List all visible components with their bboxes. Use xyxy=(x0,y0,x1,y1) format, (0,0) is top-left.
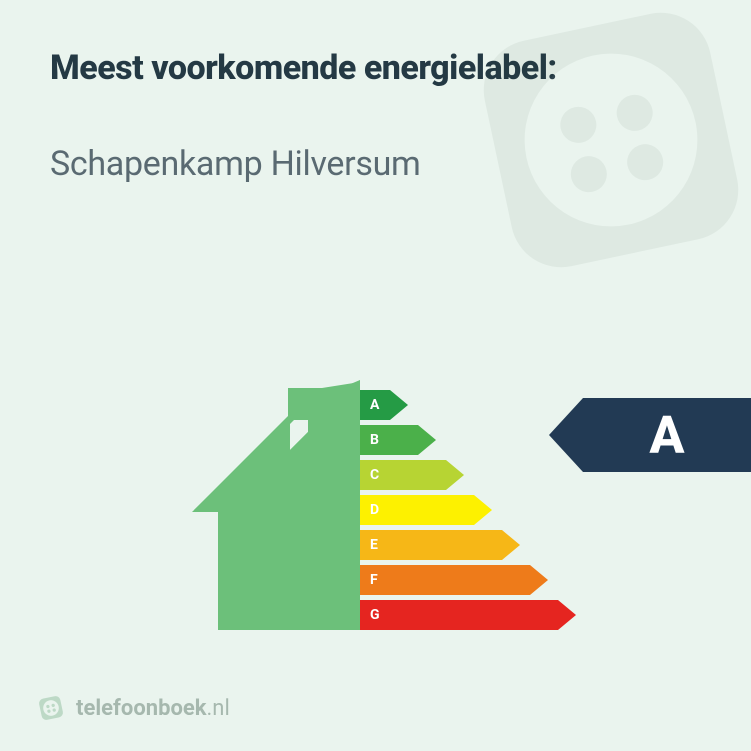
indicator-value: A xyxy=(583,398,751,472)
energy-bar-arrow xyxy=(446,460,464,490)
footer-logo-icon xyxy=(36,693,66,723)
energy-bar-arrow xyxy=(390,390,408,420)
house-icon xyxy=(172,380,360,630)
energy-bar-label: B xyxy=(360,425,418,455)
energy-bar-label: C xyxy=(360,460,446,490)
energy-bar-label: F xyxy=(360,565,530,595)
energy-bar-arrow xyxy=(502,530,520,560)
energy-bar-arrow xyxy=(418,425,436,455)
energy-bar-label: A xyxy=(360,390,390,420)
energy-bar-arrow xyxy=(530,565,548,595)
energy-bar-label: D xyxy=(360,495,474,525)
footer-brand: telefoonboek.nl xyxy=(76,696,230,721)
energy-bar-arrow xyxy=(558,600,576,630)
energy-bar-label: E xyxy=(360,530,502,560)
card-title: Meest voorkomende energielabel: xyxy=(50,48,701,88)
energy-bar-arrow xyxy=(474,495,492,525)
energy-bar-label: G xyxy=(360,600,558,630)
footer-brand-tld: .nl xyxy=(207,696,230,721)
indicator-arrow xyxy=(549,398,583,472)
footer-brand-name: telefoonboek xyxy=(76,696,207,721)
energy-label-card: Meest voorkomende energielabel: Schapenk… xyxy=(0,0,751,751)
footer: telefoonboek.nl xyxy=(36,693,230,723)
energy-indicator: A xyxy=(549,398,751,472)
card-subtitle: Schapenkamp Hilversum xyxy=(50,144,701,184)
